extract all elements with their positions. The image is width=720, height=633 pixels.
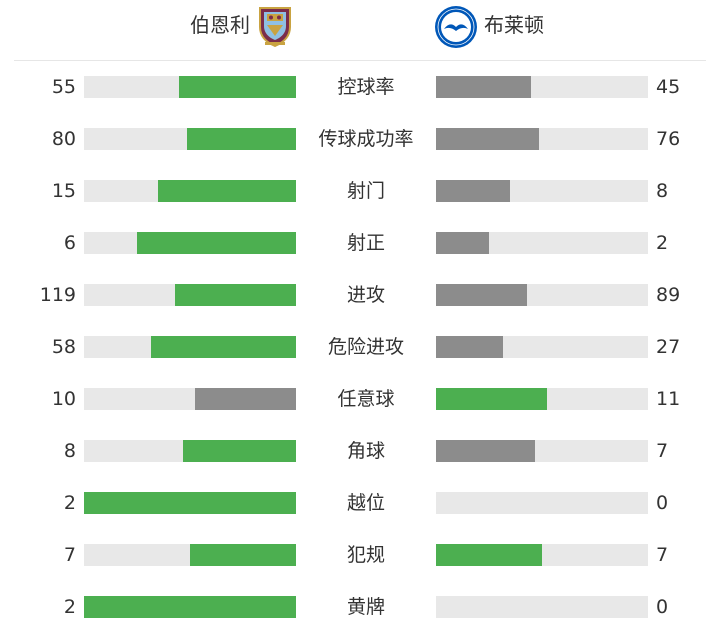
home-stat-value: 10	[51, 388, 76, 410]
stat-row: 119 进攻 89	[0, 269, 720, 321]
away-stat-value: 0	[656, 492, 669, 514]
stat-label: 任意球	[337, 388, 395, 410]
brighton-crest-icon	[435, 6, 477, 48]
stat-label: 进攻	[346, 284, 385, 306]
home-stat-bar	[84, 596, 296, 618]
away-stat-bar	[436, 284, 527, 306]
home-stat-bar-track	[84, 492, 296, 514]
away-stat-bar-track	[436, 76, 648, 98]
burnley-crest-icon	[259, 7, 291, 47]
stat-label: 角球	[346, 440, 385, 462]
home-stat-bar-track	[84, 128, 296, 150]
stat-label: 传球成功率	[318, 128, 414, 150]
home-stat-bar	[151, 336, 296, 358]
away-stat-bar	[436, 336, 503, 358]
home-stat-value: 6	[63, 232, 76, 254]
stat-row: 15 射门 8	[0, 165, 720, 217]
away-stat-bar	[436, 440, 535, 462]
home-stat-bar	[190, 544, 296, 566]
away-stat-bar	[436, 128, 539, 150]
away-stat-bar-track	[436, 544, 648, 566]
stat-label: 控球率	[337, 76, 395, 98]
home-stat-bar-track	[84, 596, 296, 618]
home-stat-value: 2	[63, 596, 76, 618]
home-stat-value: 58	[51, 336, 76, 358]
home-stat-bar-track	[84, 336, 296, 358]
stat-label: 黄牌	[346, 596, 385, 618]
header-divider	[14, 60, 706, 61]
away-stat-value: 2	[656, 232, 669, 254]
away-stat-bar	[436, 544, 542, 566]
home-stat-bar-track	[84, 232, 296, 254]
home-stat-bar	[179, 76, 296, 98]
home-stat-value: 15	[51, 180, 76, 202]
stat-label: 射正	[346, 232, 385, 254]
away-stat-bar-track	[436, 596, 648, 618]
away-stat-value: 7	[656, 544, 669, 566]
away-stat-value: 7	[656, 440, 669, 462]
stat-row: 80 传球成功率 76	[0, 113, 720, 165]
home-stat-bar	[158, 180, 296, 202]
away-stat-bar-track	[436, 128, 648, 150]
stat-label: 越位	[346, 492, 385, 514]
away-stat-value: 8	[656, 180, 669, 202]
home-stat-bar	[84, 492, 296, 514]
stat-row: 6 射正 2	[0, 217, 720, 269]
away-stat-bar-track	[436, 492, 648, 514]
stat-row: 2 黄牌 0	[0, 581, 720, 633]
home-stat-value: 7	[63, 544, 76, 566]
home-stat-bar-track	[84, 284, 296, 306]
away-stat-bar	[436, 232, 489, 254]
home-stat-value: 8	[63, 440, 76, 462]
away-stat-bar-track	[436, 232, 648, 254]
stat-row: 55 控球率 45	[0, 61, 720, 113]
home-stat-bar-track	[84, 388, 296, 410]
away-stat-value: 0	[656, 596, 669, 618]
home-stat-value: 80	[51, 128, 76, 150]
home-stat-bar	[183, 440, 296, 462]
away-stat-bar	[436, 180, 510, 202]
home-stat-value: 55	[51, 76, 76, 98]
stat-row: 10 任意球 11	[0, 373, 720, 425]
away-stat-value: 11	[656, 388, 681, 410]
away-team-name: 布莱顿	[484, 13, 544, 37]
home-stat-bar	[195, 388, 296, 410]
home-stat-value: 119	[39, 284, 76, 306]
home-stat-bar-track	[84, 180, 296, 202]
away-stat-value: 45	[656, 76, 681, 98]
away-stat-bar	[436, 76, 531, 98]
stat-label: 犯规	[346, 544, 385, 566]
away-stat-value: 76	[656, 128, 681, 150]
home-stat-bar	[175, 284, 296, 306]
away-stat-bar-track	[436, 440, 648, 462]
away-stat-bar-track	[436, 336, 648, 358]
match-header: 伯恩利 布莱顿	[0, 0, 720, 60]
home-team-name: 伯恩利	[190, 13, 250, 37]
home-stat-bar	[137, 232, 296, 254]
stat-label: 危险进攻	[327, 336, 404, 358]
away-stat-value: 89	[656, 284, 681, 306]
stat-row: 2 越位 0	[0, 477, 720, 529]
stat-label: 射门	[346, 180, 385, 202]
home-stat-bar-track	[84, 440, 296, 462]
stat-row: 58 危险进攻 27	[0, 321, 720, 373]
home-stat-bar-track	[84, 544, 296, 566]
away-stat-bar-track	[436, 284, 648, 306]
away-stat-bar-track	[436, 180, 648, 202]
away-stat-bar	[436, 388, 547, 410]
away-stat-value: 27	[656, 336, 681, 358]
home-stat-bar	[187, 128, 296, 150]
stat-row: 8 角球 7	[0, 425, 720, 477]
away-stat-bar-track	[436, 388, 648, 410]
stat-row: 7 犯规 7	[0, 529, 720, 581]
home-stat-value: 2	[63, 492, 76, 514]
home-stat-bar-track	[84, 76, 296, 98]
